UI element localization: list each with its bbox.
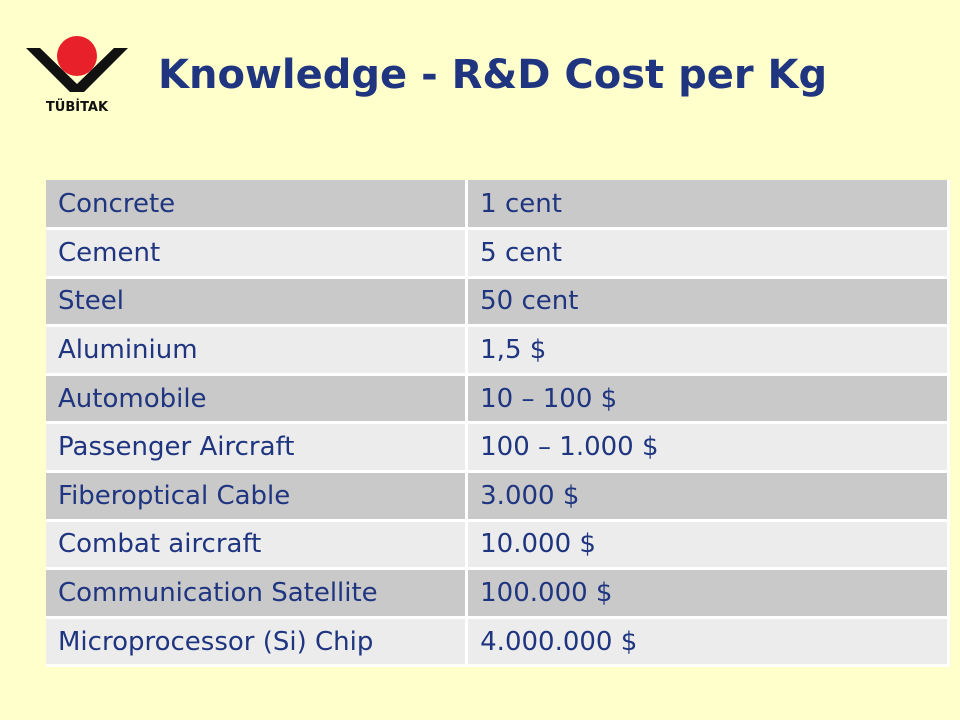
cost-cell: 10.000 $ xyxy=(466,520,950,571)
cost-cell: 3.000 $ xyxy=(466,471,950,522)
table-row: Aluminium 1,5 $ xyxy=(46,325,950,376)
table-row: Automobile 10 – 100 $ xyxy=(46,374,950,425)
item-cell: Microprocessor (Si) Chip xyxy=(46,617,469,668)
cost-cell: 5 cent xyxy=(466,228,950,279)
tubitak-logo: TÜBİTAK xyxy=(22,34,132,124)
cost-cell: 50 cent xyxy=(466,277,950,328)
cost-cell: 1 cent xyxy=(466,180,950,231)
item-cell: Combat aircraft xyxy=(46,520,469,571)
cost-cell: 4.000.000 $ xyxy=(466,617,950,668)
cost-cell: 1,5 $ xyxy=(466,325,950,376)
logo-text: TÜBİTAK xyxy=(45,100,109,115)
item-cell: Passenger Aircraft xyxy=(46,422,469,474)
table-row: Communication Satellite 100.000 $ xyxy=(46,568,950,619)
cost-cell: 100.000 $ xyxy=(466,568,950,619)
table-row: Microprocessor (Si) Chip 4.000.000 $ xyxy=(46,617,950,668)
table-row: Passenger Aircraft 100 – 1.000 $ xyxy=(46,422,950,474)
table-row: Combat aircraft 10.000 $ xyxy=(46,520,950,571)
table-row: Cement 5 cent xyxy=(46,228,950,279)
item-cell: Fiberoptical Cable xyxy=(46,471,469,522)
tubitak-logo-icon xyxy=(26,36,128,92)
cost-cell: 10 – 100 $ xyxy=(466,374,950,425)
table-row: Steel 50 cent xyxy=(46,277,950,328)
table-row: Concrete 1 cent xyxy=(46,180,950,231)
cost-cell: 100 – 1.000 $ xyxy=(466,422,950,474)
cost-table: Concrete 1 cent Cement 5 cent Steel 50 cent Al… xyxy=(46,180,950,668)
item-cell: Concrete xyxy=(46,180,469,231)
item-cell: Automobile xyxy=(46,374,469,425)
item-cell: Steel xyxy=(46,277,469,328)
item-cell: Communication Satellite xyxy=(46,568,469,619)
item-cell: Cement xyxy=(46,228,469,279)
item-cell: Aluminium xyxy=(46,325,469,376)
table-row: Fiberoptical Cable 3.000 $ xyxy=(46,471,950,522)
page-title: Knowledge - R&D Cost per Kg xyxy=(158,52,828,98)
